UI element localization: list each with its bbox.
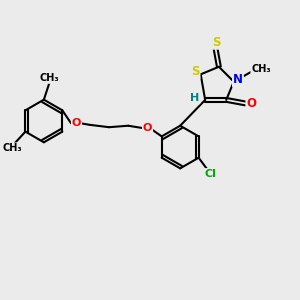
Text: Cl: Cl [205,169,216,179]
Text: S: S [191,65,200,79]
Text: CH₃: CH₃ [40,73,60,83]
Text: H: H [190,93,200,103]
Text: O: O [143,123,152,133]
Text: S: S [212,36,220,49]
Text: O: O [246,97,256,110]
Text: CH₃: CH₃ [3,143,22,153]
Text: N: N [233,74,243,86]
Text: CH₃: CH₃ [251,64,271,74]
Text: O: O [72,118,81,128]
